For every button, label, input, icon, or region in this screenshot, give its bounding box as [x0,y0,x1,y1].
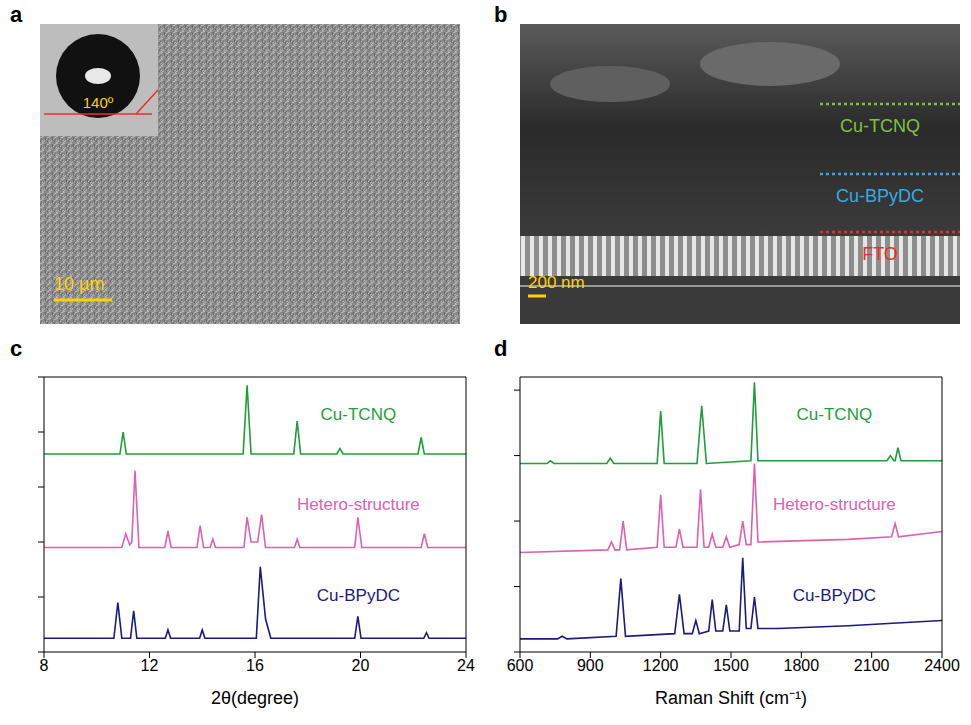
svg-text:1800: 1800 [784,657,820,674]
svg-text:Raman Shift (cm⁻¹): Raman Shift (cm⁻¹) [655,688,807,708]
svg-text:FTO: FTO [862,244,898,264]
svg-text:20: 20 [352,657,370,674]
html-text:c: c [10,336,23,361]
html-text:Cu-BPyDC: Cu-BPyDC [792,586,876,605]
svg-text:24: 24 [457,657,475,674]
svg-text:900: 900 [577,657,604,674]
html-text:Cu-TCNQ: Cu-TCNQ [796,404,873,424]
html-text:Cu-BPyDC: Cu-BPyDC [316,586,400,605]
html-text:d: d [494,336,508,361]
svg-text:10 µm: 10 µm [54,274,104,294]
svg-text:1500: 1500 [713,657,749,674]
svg-text:1200: 1200 [643,657,679,674]
html-text:Hetero-structure: Hetero-structure [297,495,420,515]
svg-text:600: 600 [507,657,534,674]
svg-text:12: 12 [141,657,159,674]
html-text:Hetero-structure: Hetero-structure [773,495,896,515]
svg-text:Cu-BPyDC: Cu-BPyDC [836,186,924,206]
svg-text:Cu-TCNQ: Cu-TCNQ [840,116,920,136]
svg-text:2θ(degree): 2θ(degree) [211,688,299,708]
html-text:Cu-TCNQ: Cu-TCNQ [320,404,397,424]
svg-text:8: 8 [40,657,49,674]
svg-text:2100: 2100 [854,657,890,674]
svg-text:16: 16 [246,657,264,674]
svg-text:200 nm: 200 nm [528,273,585,292]
svg-text:140º: 140º [83,94,114,111]
html-text:a: a [10,2,23,27]
svg-text:2400: 2400 [924,657,960,674]
html-text:b: b [494,2,508,27]
